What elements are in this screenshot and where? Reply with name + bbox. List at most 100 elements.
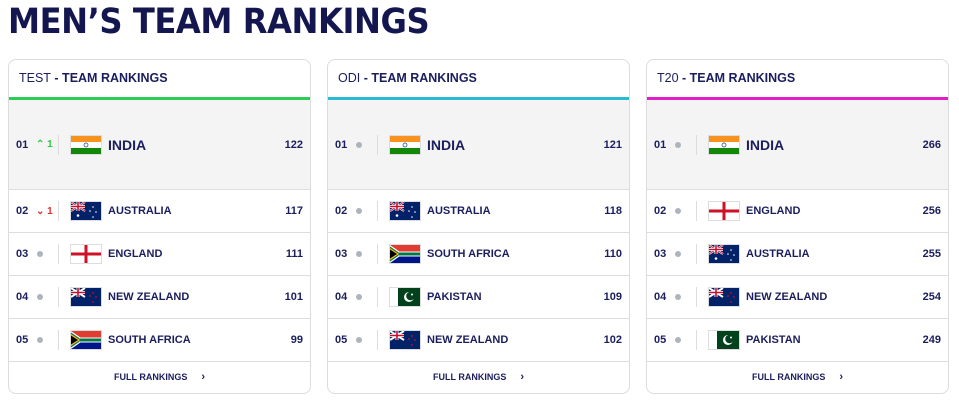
- arrow-up-icon: ⌃: [36, 139, 45, 150]
- ranking-row[interactable]: 01 INDIA 121: [328, 100, 629, 190]
- header-suffix: - TEAM RANKINGS: [50, 71, 168, 85]
- team-name[interactable]: SOUTH AFRICA: [427, 248, 510, 260]
- divider: [58, 201, 59, 221]
- rankings-card-test: TEST - TEAM RANKINGS 01 ⌃ 1 INDIA 122 02 ⌄…: [8, 59, 311, 394]
- team-name[interactable]: NEW ZEALAND: [427, 334, 509, 346]
- team-points: 121: [603, 138, 622, 151]
- divider: [377, 287, 378, 307]
- no-change-dot-icon: [356, 208, 362, 214]
- no-change-dot-icon: [675, 337, 681, 343]
- team-name[interactable]: ENGLAND: [746, 205, 801, 217]
- format-label: ODI: [338, 71, 361, 85]
- team-name[interactable]: INDIA: [746, 136, 785, 153]
- full-rankings-link[interactable]: FULL RANKINGS ›: [751, 371, 843, 383]
- no-change-dot-icon: [356, 141, 362, 148]
- team-name[interactable]: INDIA: [427, 136, 466, 153]
- divider: [377, 244, 378, 264]
- ranking-row[interactable]: 04 PAKISTAN 109: [328, 276, 629, 319]
- team-name[interactable]: PAKISTAN: [746, 334, 801, 346]
- no-change-dot-icon: [675, 294, 681, 300]
- flag-southafrica-icon: [389, 244, 421, 264]
- rank-position: 04: [16, 291, 29, 303]
- ranking-row[interactable]: 05 NEW ZEALAND 102: [328, 319, 629, 362]
- rank-up-indicator: ⌃ 1: [36, 139, 53, 150]
- team-name[interactable]: SOUTH AFRICA: [108, 334, 191, 346]
- no-change-dot-icon: [37, 251, 43, 257]
- ranking-row[interactable]: 05 SOUTH AFRICA 99: [9, 319, 310, 362]
- rank-position: 05: [654, 334, 667, 346]
- rank-position: 02: [654, 205, 667, 217]
- flag-newzealand-icon: [70, 287, 102, 307]
- team-points: 101: [284, 291, 303, 303]
- chevron-right-icon: ›: [839, 371, 843, 383]
- divider: [377, 134, 378, 155]
- card-header: ODI - TEAM RANKINGS: [328, 60, 629, 100]
- divider: [58, 134, 59, 155]
- team-name[interactable]: PAKISTAN: [427, 291, 482, 303]
- divider: [696, 201, 697, 221]
- rank-position: 05: [16, 334, 29, 346]
- rank-position: 02: [16, 205, 29, 217]
- team-points: 255: [922, 248, 941, 260]
- ranking-row[interactable]: 05 PAKISTAN 249: [647, 319, 948, 362]
- page-title: MEN’S TEAM RANKINGS: [8, 2, 430, 42]
- flag-newzealand-icon: [708, 287, 740, 307]
- rank-position: 05: [335, 334, 348, 346]
- ranking-row[interactable]: 02 ENGLAND 256: [647, 190, 948, 233]
- format-label: TEST: [19, 71, 51, 85]
- ranking-row[interactable]: 03 SOUTH AFRICA 110: [328, 233, 629, 276]
- rankings-card-odi: ODI - TEAM RANKINGS 01 INDIA 121 02 AUST…: [327, 59, 630, 394]
- rank-position: 03: [335, 248, 348, 260]
- ranking-row[interactable]: 04 NEW ZEALAND 101: [9, 276, 310, 319]
- rankings-card-t20: T20 - TEAM RANKINGS 01 INDIA 266 02 ENGL…: [646, 59, 949, 394]
- team-name[interactable]: NEW ZEALAND: [108, 291, 190, 303]
- team-points: 111: [285, 248, 303, 260]
- divider: [696, 244, 697, 264]
- rank-position: 03: [654, 248, 667, 260]
- no-change-dot-icon: [356, 294, 362, 300]
- arrow-down-icon: ⌄: [36, 205, 45, 217]
- rank-down-indicator: ⌄ 1: [36, 205, 53, 217]
- ranking-row[interactable]: 01 INDIA 266: [647, 100, 948, 190]
- card-header: T20 - TEAM RANKINGS: [647, 60, 948, 100]
- divider: [377, 201, 378, 221]
- rank-position: 01: [16, 138, 29, 151]
- ranking-row[interactable]: 03 ENGLAND 111: [9, 233, 310, 276]
- team-name[interactable]: AUSTRALIA: [427, 205, 491, 217]
- flag-india-icon: [389, 134, 421, 155]
- header-suffix: - TEAM RANKINGS: [678, 71, 796, 85]
- flag-pakistan-icon: [708, 330, 740, 350]
- ranking-row[interactable]: 03 AUSTRALIA 255: [647, 233, 948, 276]
- header-suffix: - TEAM RANKINGS: [360, 71, 477, 85]
- flag-pakistan-icon: [389, 287, 421, 307]
- flag-southafrica-icon: [70, 330, 102, 350]
- team-points: 110: [604, 248, 622, 260]
- divider: [377, 330, 378, 350]
- rank-position: 02: [335, 205, 348, 217]
- team-name[interactable]: AUSTRALIA: [108, 205, 172, 217]
- divider: [696, 134, 697, 155]
- team-name[interactable]: INDIA: [108, 136, 147, 153]
- ranking-row[interactable]: 02 ⌄ 1 AUSTRALIA 117: [9, 190, 310, 233]
- ranking-row[interactable]: 01 ⌃ 1 INDIA 122: [9, 100, 310, 190]
- full-rankings-link[interactable]: FULL RANKINGS ›: [432, 371, 524, 383]
- divider: [58, 287, 59, 307]
- card-header: TEST - TEAM RANKINGS: [9, 60, 310, 100]
- ranking-row[interactable]: 04 NEW ZEALAND 254: [647, 276, 948, 319]
- team-points: 117: [285, 205, 303, 217]
- rank-position: 03: [16, 248, 29, 260]
- rank-position: 04: [335, 291, 348, 303]
- team-points: 109: [603, 291, 622, 303]
- full-rankings-link[interactable]: FULL RANKINGS ›: [113, 371, 205, 383]
- no-change-dot-icon: [37, 337, 43, 343]
- team-name[interactable]: NEW ZEALAND: [746, 291, 828, 303]
- team-points: 249: [922, 334, 941, 346]
- ranking-row[interactable]: 02 AUSTRALIA 118: [328, 190, 629, 233]
- flag-australia-icon: [708, 244, 740, 264]
- no-change-dot-icon: [356, 251, 362, 257]
- team-name[interactable]: ENGLAND: [108, 248, 163, 260]
- no-change-dot-icon: [675, 208, 681, 214]
- flag-england-icon: [70, 244, 102, 264]
- team-points: 266: [922, 138, 941, 151]
- team-name[interactable]: AUSTRALIA: [746, 248, 810, 260]
